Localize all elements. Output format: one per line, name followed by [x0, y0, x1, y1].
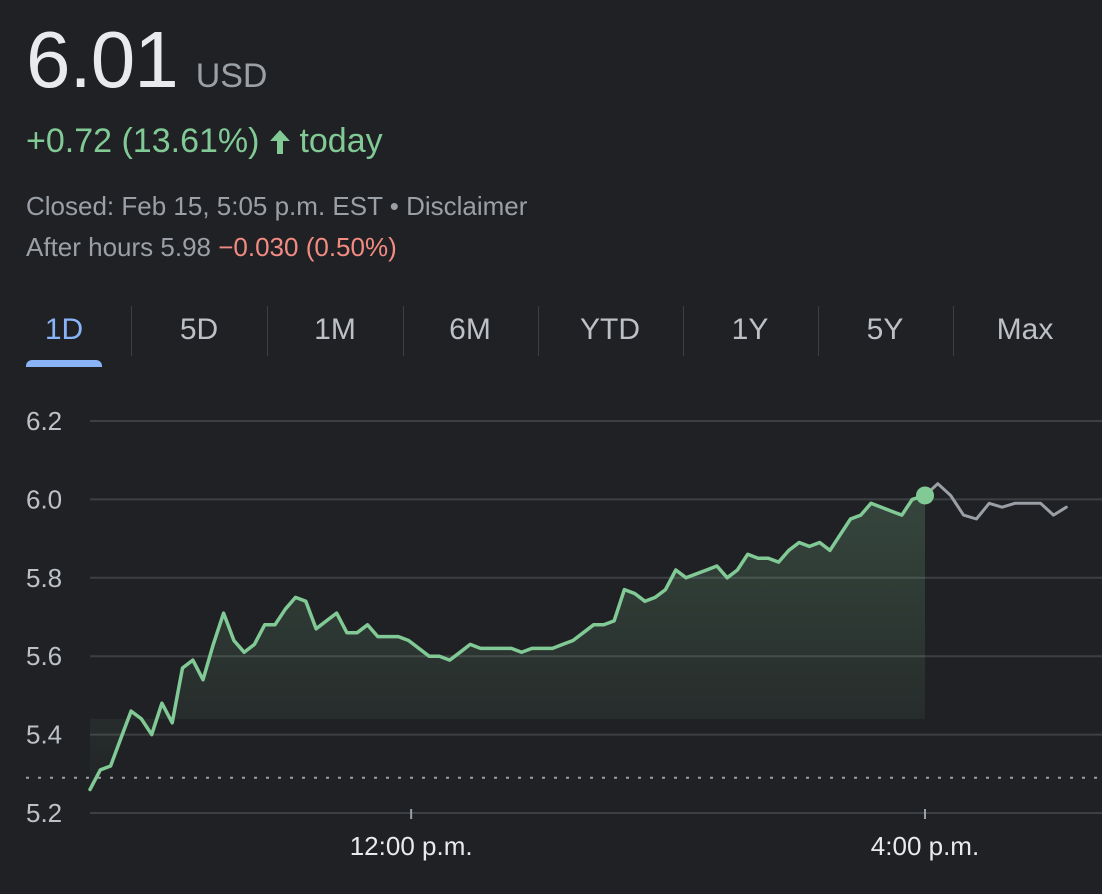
tab-divider [403, 306, 404, 356]
y-tick-label: 6.0 [26, 484, 62, 514]
tab-1m[interactable]: 1M [314, 313, 356, 346]
active-tab-indicator [26, 360, 102, 367]
tab-divider [683, 306, 684, 356]
x-tick-label: 12:00 p.m. [350, 831, 473, 861]
after-hours-row: After hours 5.98 −0.030 (0.50%) [26, 232, 397, 263]
separator-dot: • [389, 191, 399, 221]
tab-divider [538, 306, 539, 356]
y-tick-label: 5.2 [26, 798, 62, 828]
after-hours-label: After hours 5.98 [26, 232, 211, 262]
after-hours-change: −0.030 (0.50%) [218, 232, 397, 262]
tab-6m[interactable]: 6M [449, 313, 491, 346]
after-hours-series-line [923, 482, 1068, 521]
close-point-marker [916, 486, 934, 505]
tab-1y[interactable]: 1Y [731, 313, 769, 346]
price-header: 6.01 USD [26, 14, 268, 106]
tab-5d[interactable]: 5D [179, 313, 219, 346]
tab-divider [953, 306, 954, 356]
market-status: Closed: Feb 15, 5:05 p.m. EST • Disclaim… [26, 191, 527, 222]
currency-label: USD [195, 57, 268, 95]
disclaimer-link[interactable]: Disclaimer [406, 191, 528, 221]
x-tick-label: 4:00 p.m. [871, 831, 979, 861]
arrow-up-icon [267, 128, 293, 156]
y-tick-label: 5.4 [26, 720, 62, 750]
range-tabs: 1D 5D 1M 6M YTD 1Y 5Y Max [0, 300, 1102, 370]
tab-divider [267, 306, 268, 356]
tab-divider [818, 306, 819, 356]
regular-session-area [90, 495, 925, 790]
tab-5y[interactable]: 5Y [866, 313, 904, 346]
y-tick-label: 6.2 [26, 406, 62, 436]
y-tick-label: 5.6 [26, 641, 62, 671]
tab-max[interactable]: Max [996, 313, 1054, 346]
y-tick-label: 5.8 [26, 563, 62, 593]
tab-divider [131, 306, 132, 356]
closed-text: Closed: Feb 15, 5:05 p.m. EST [26, 191, 383, 221]
price-change: +0.72 (13.61%) [26, 122, 260, 160]
regular-session-series-line [88, 493, 927, 792]
price-change-row: +0.72 (13.61%) today [26, 122, 383, 161]
tab-ytd[interactable]: YTD [580, 313, 640, 346]
tab-1d[interactable]: 1D [44, 313, 84, 346]
change-period: today [299, 122, 383, 160]
current-price: 6.01 [26, 15, 179, 104]
price-chart[interactable]: 6.2 6.0 5.8 5.6 5.4 5.2 12:00 p.m. 4:00 p.m. [0, 380, 1102, 880]
